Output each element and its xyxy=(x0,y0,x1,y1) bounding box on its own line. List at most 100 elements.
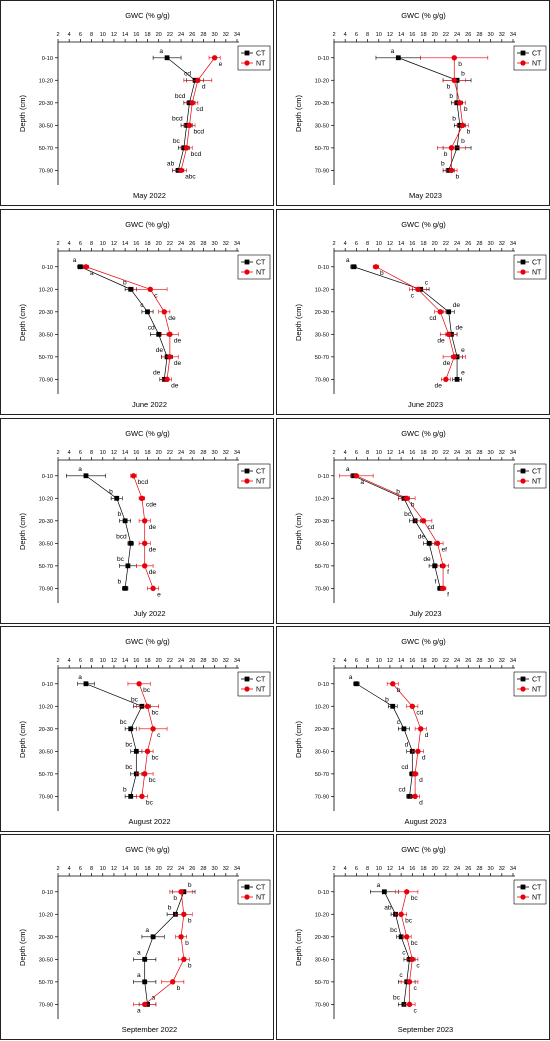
y-tick-label: 70-90 xyxy=(315,168,329,174)
data-label: e xyxy=(461,369,465,376)
data-label: ab xyxy=(167,160,175,167)
x-tick-label: 14 xyxy=(122,32,128,38)
legend-label: CT xyxy=(256,260,266,267)
x-tick-label: 2 xyxy=(56,241,59,247)
data-label: bcd xyxy=(172,115,183,122)
data-point xyxy=(128,286,134,292)
data-point xyxy=(167,354,173,360)
x-tick-label: 34 xyxy=(510,658,516,664)
data-point xyxy=(147,286,153,292)
data-label: bc xyxy=(411,940,419,947)
data-label: f xyxy=(434,578,436,585)
y-tick-label: 0-10 xyxy=(318,265,329,271)
data-point xyxy=(398,911,404,917)
x-tick-label: 14 xyxy=(398,450,404,456)
x-tick-label: 16 xyxy=(133,450,139,456)
x-tick-label: 16 xyxy=(133,866,139,872)
x-tick-label: 28 xyxy=(200,866,206,872)
x-tick-label: 12 xyxy=(111,658,117,664)
x-tick-label: 20 xyxy=(156,658,162,664)
legend-marker xyxy=(520,894,526,900)
y-tick-label: 30-50 xyxy=(39,749,53,755)
x-tick-label: 2 xyxy=(332,32,335,38)
data-point xyxy=(445,331,452,338)
x-tick-label: 4 xyxy=(344,866,347,872)
x-tick-label: 28 xyxy=(476,658,482,664)
y-tick-label: 0-10 xyxy=(42,682,53,688)
y-tick-label: 20-30 xyxy=(315,727,329,733)
x-tick-label: 6 xyxy=(79,32,82,38)
x-tick-label: 14 xyxy=(398,32,404,38)
data-label: f xyxy=(447,591,449,598)
data-label: cd xyxy=(429,315,436,322)
data-label: d xyxy=(425,732,429,739)
chart-title: August 2023 xyxy=(404,817,446,826)
x-tick-label: 30 xyxy=(212,658,218,664)
x-tick-label: 32 xyxy=(499,32,505,38)
x-tick-label: 4 xyxy=(68,241,71,247)
y-tick-label: 30-50 xyxy=(39,332,53,338)
x-tick-label: 26 xyxy=(189,450,195,456)
y-tick-label: 0-10 xyxy=(318,890,329,896)
data-point xyxy=(373,264,379,270)
x-tick-label: 24 xyxy=(178,866,184,872)
data-point xyxy=(406,979,413,985)
x-tick-label: 32 xyxy=(223,866,229,872)
series-line xyxy=(85,683,143,797)
legend-marker xyxy=(244,478,250,484)
data-label: b xyxy=(168,904,172,911)
x-tick-label: 4 xyxy=(68,450,71,456)
data-point xyxy=(412,793,418,800)
legend: CT NT xyxy=(513,463,547,489)
x-tick-label: 20 xyxy=(432,658,438,664)
x-tick-label: 32 xyxy=(223,658,229,664)
chart-svg: GWC (% g/g)2 4 6 8 10 12 14 16 18 20 22 24 26 28 30 32 3… xyxy=(18,845,271,1034)
data-point xyxy=(178,167,184,174)
series-line xyxy=(144,891,185,1005)
y-tick-label: 30-50 xyxy=(39,123,53,129)
legend: CT NT xyxy=(513,254,547,280)
legend-label: NT xyxy=(256,687,266,694)
x-tick-label: 10 xyxy=(100,241,106,247)
x-tick-label: 32 xyxy=(499,450,505,456)
data-point xyxy=(128,793,134,799)
data-point xyxy=(426,540,432,546)
y-tick-label: 20-30 xyxy=(315,310,329,316)
series-line xyxy=(133,475,154,589)
series-line xyxy=(85,266,171,380)
legend-box xyxy=(237,463,271,489)
data-label: d xyxy=(422,754,426,761)
x-tick-label: 8 xyxy=(366,658,369,664)
data-point xyxy=(130,473,137,479)
data-point xyxy=(404,934,410,940)
x-tick-label: 12 xyxy=(111,450,117,456)
data-label: bcd xyxy=(116,533,127,540)
y-axis-label: Depth (cm) xyxy=(18,928,27,966)
data-point xyxy=(77,264,83,270)
x-tick-label: 26 xyxy=(189,866,195,872)
data-point xyxy=(406,1001,413,1008)
data-label: a xyxy=(78,466,82,473)
data-label: bc xyxy=(173,138,181,145)
legend-box xyxy=(513,45,547,71)
data-label: b xyxy=(109,488,113,495)
data-point xyxy=(434,540,441,547)
x-tick-label: 32 xyxy=(499,658,505,664)
data-label: de xyxy=(418,533,426,540)
x-tick-label: 34 xyxy=(234,450,240,456)
data-point xyxy=(83,264,89,270)
data-point xyxy=(420,518,427,524)
y-tick-label: 20-30 xyxy=(39,519,53,525)
y-tick-label: 10-20 xyxy=(315,78,329,84)
data-point xyxy=(178,934,184,940)
legend: CT NT xyxy=(237,879,271,905)
data-label: c xyxy=(402,949,406,956)
x-tick-label: 6 xyxy=(355,32,358,38)
x-tick-label: 2 xyxy=(332,450,335,456)
x-tick-label: 20 xyxy=(156,450,162,456)
data-label: a xyxy=(73,257,77,264)
data-label: abc xyxy=(185,173,196,180)
y-tick-label: 50-70 xyxy=(315,772,329,778)
x-tick-label: 24 xyxy=(178,450,184,456)
